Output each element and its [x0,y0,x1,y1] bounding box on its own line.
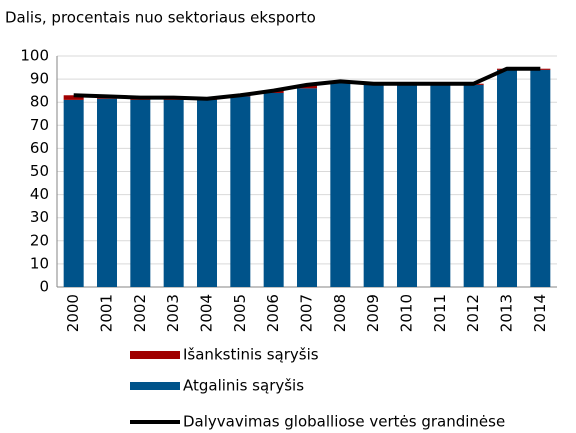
x-tick-label: 2000 [64,294,82,332]
bar [297,88,317,287]
y-tick-label: 60 [30,139,49,157]
chart-title: Dalis, procentais nuo sektoriaus eksport… [5,9,316,27]
legend-label: Dalyvavimas globalliose vertės grandinės… [183,413,505,431]
x-tick-label: 2005 [231,294,249,332]
x-tick-label: 2002 [131,294,149,332]
x-tick-label: 2011 [431,294,449,332]
bar [163,99,184,287]
bar [197,99,217,287]
bar [497,69,517,287]
bar [130,99,151,287]
bar [430,84,451,287]
x-tick-label: 2010 [398,294,416,332]
line [73,66,541,101]
bar [263,92,284,288]
x-tick-label: 2009 [364,294,382,332]
y-tick-label: 0 [39,278,49,296]
y-tick-label: 90 [30,70,49,88]
y-tick-label: 50 [30,162,49,180]
bar [330,82,351,287]
bar [230,96,251,287]
x-tick-label: 2008 [331,294,349,332]
bar [530,69,551,287]
x-tick-label: 2007 [298,294,316,332]
bar [463,84,484,287]
legend-label: Atgalinis sąryšis [183,377,304,395]
x-tick-label: 2003 [164,294,182,332]
bar [363,84,384,287]
x-tick-label: 2004 [198,294,216,332]
legend-marker [130,382,180,390]
y-tick-label: 80 [30,93,49,111]
x-tick-label: 2013 [498,294,516,332]
y-tick-label: 10 [30,254,49,272]
y-tick-label: 100 [20,47,49,65]
x-tick-label: 2006 [264,294,282,332]
x-tick-label: 2012 [464,294,482,332]
bar [63,99,84,287]
legend-label: Išankstinis sąryšis [183,346,319,364]
legend-marker [130,351,180,359]
bar [97,98,117,287]
x-tick-label: 2001 [98,294,116,332]
y-tick-label: 40 [30,185,49,203]
bar [63,95,84,100]
y-tick-label: 30 [30,208,49,226]
x-tick-label: 2014 [531,294,549,332]
y-tick-label: 70 [30,116,49,134]
bar [397,84,417,287]
y-tick-label: 20 [30,231,49,249]
